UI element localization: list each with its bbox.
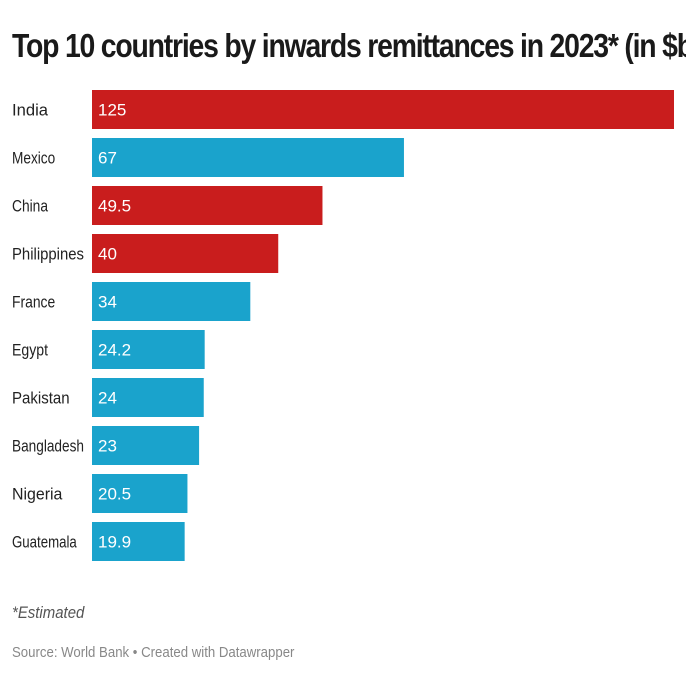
- category-label-mexico: Mexico: [12, 149, 55, 168]
- category-label-philippines: Philippines: [12, 245, 84, 264]
- value-label-philippines: 40: [98, 245, 117, 264]
- value-label-mexico: 67: [98, 149, 117, 168]
- bar-nigeria: [92, 474, 188, 513]
- bar-bangladesh: [92, 426, 200, 465]
- bar-guatemala: [92, 522, 185, 561]
- value-label-china: 49.5: [98, 197, 131, 216]
- value-label-pakistan: 24: [98, 389, 117, 408]
- bar-egypt: [92, 330, 205, 369]
- value-label-bangladesh: 23: [98, 437, 117, 456]
- category-label-pakistan: Pakistan: [12, 389, 70, 408]
- category-label-nigeria: Nigeria: [12, 485, 63, 504]
- value-label-egypt: 24.2: [98, 341, 131, 360]
- bar-pakistan: [92, 378, 204, 417]
- value-label-guatemala: 19.9: [98, 533, 131, 552]
- source-credit: Source: World Bank • Created with Datawr…: [12, 644, 295, 661]
- chart-title: Top 10 countries by inwards remittances …: [12, 27, 686, 64]
- bar-mexico: [92, 138, 404, 177]
- category-label-france: France: [12, 293, 55, 312]
- bar-china: [92, 186, 323, 225]
- value-label-india: 125: [98, 101, 126, 120]
- footnote-estimated: *Estimated: [12, 603, 85, 622]
- value-label-france: 34: [98, 293, 117, 312]
- value-label-nigeria: 20.5: [98, 485, 131, 504]
- bar-france: [92, 282, 251, 321]
- category-label-guatemala: Guatemala: [12, 533, 77, 552]
- category-label-india: India: [12, 101, 49, 120]
- bar-philippines: [92, 234, 279, 273]
- category-label-egypt: Egypt: [12, 341, 48, 360]
- category-label-china: China: [12, 197, 48, 216]
- category-label-bangladesh: Bangladesh: [12, 437, 84, 456]
- bar-india: [92, 90, 674, 129]
